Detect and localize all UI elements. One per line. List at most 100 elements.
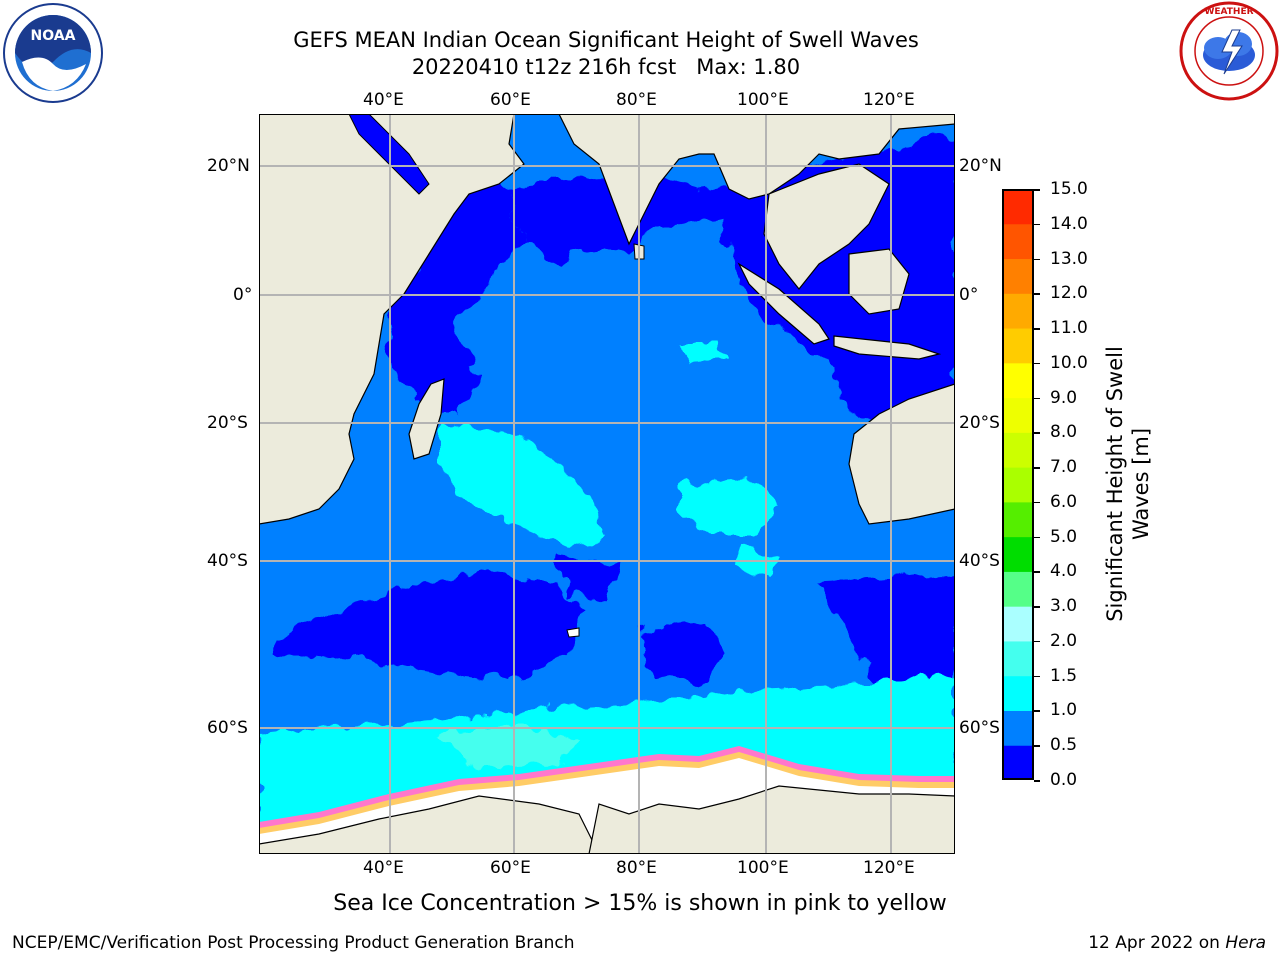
- colorbar-swatch-2: [1002, 675, 1034, 711]
- colorbar-frame: [1002, 189, 1034, 780]
- colorbar-swatch-13: [1002, 293, 1034, 329]
- svg-text:NOAA: NOAA: [31, 28, 76, 44]
- lon-tick-top-4: 120°E: [863, 90, 915, 110]
- java: [833, 335, 942, 360]
- colorbar-tick-mark: [1034, 501, 1040, 504]
- australia: [848, 383, 955, 525]
- colorbar-tick-mark: [1034, 397, 1040, 400]
- colorbar-tick-mark: [1034, 467, 1040, 469]
- colorbar-tick-mark: [1034, 189, 1040, 191]
- lat-tick-left-0: 20°N: [207, 156, 250, 176]
- colorbar-tick-mark: [1034, 780, 1040, 782]
- lon-tick-top-3: 100°E: [737, 90, 789, 110]
- chart-subtitle: 20220410 t12z 216h fcst Max: 1.80: [411, 55, 801, 79]
- colorbar-swatch-11: [1002, 362, 1034, 399]
- lat-tick-right-0: 20°N: [959, 156, 1002, 176]
- lon-tick-bottom-0: 40°E: [363, 858, 404, 878]
- colorbar-tick-mark: [1034, 640, 1040, 643]
- lat-tick-right-3: 40°S: [959, 551, 1000, 571]
- colorbar-tick-label: 4.0: [1050, 561, 1078, 582]
- lon-tick-top-2: 80°E: [616, 90, 657, 110]
- nws-logo: WEATHER: [1178, 0, 1280, 102]
- lat-tick-right-4: 60°S: [959, 718, 1000, 738]
- footer-date-text: 12 Apr 2022 on: [1088, 933, 1226, 953]
- kerguelen: [566, 627, 580, 638]
- lat-tick-left-2: 20°S: [207, 413, 248, 433]
- map-canvas: [258, 113, 956, 855]
- map-panel: [258, 113, 956, 855]
- indochina: [763, 163, 890, 290]
- colorbar-tick-mark: [1034, 293, 1040, 295]
- colorbar-tick-mark: [1034, 432, 1040, 434]
- colorbar-tick-mark: [1034, 223, 1040, 226]
- colorbar-swatch-10: [1002, 397, 1034, 433]
- colorbar-tick-mark: [1034, 745, 1040, 747]
- lon-tick-top-1: 60°E: [490, 90, 531, 110]
- lat-tick-right-1: 0°: [959, 285, 979, 305]
- lat-tick-left-1: 0°: [233, 285, 253, 305]
- colorbar-tick-label: 15.0: [1050, 179, 1088, 199]
- colorbar-swatch-15: [1002, 223, 1034, 260]
- lat-tick-left-4: 60°S: [207, 718, 248, 738]
- lat-tick-right-2: 20°S: [959, 413, 1000, 433]
- colorbar-tick-label: 1.5: [1050, 665, 1078, 686]
- colorbar-tick-label: 6.0: [1050, 491, 1078, 512]
- graticule: [259, 114, 955, 854]
- chart-title: GEFS MEAN Indian Ocean Significant Heigh…: [293, 28, 919, 52]
- lon-tick-bottom-3: 100°E: [737, 858, 789, 878]
- colorbar-swatch-7: [1002, 501, 1034, 538]
- svg-text:WEATHER: WEATHER: [1204, 7, 1253, 17]
- colorbar-tick-mark: [1034, 710, 1040, 712]
- colorbar-swatch-12: [1002, 328, 1034, 364]
- colorbar-tick-mark: [1034, 536, 1040, 539]
- noaa-logo: NOAA: [2, 2, 104, 104]
- colorbar-swatch-16: [1002, 189, 1034, 225]
- colorbar-swatch-14: [1002, 258, 1034, 294]
- lon-tick-bottom-1: 60°E: [490, 858, 531, 878]
- colorbar-labels: 0.0 0.5 1.0 1.5 2.0 3.0 4.0 5.0 6.0 7.0 8.0 9.0 10.0…: [1034, 179, 1100, 790]
- colorbar-tick-label: 0.5: [1050, 735, 1078, 756]
- colorbar-tick-label: 11.0: [1050, 318, 1088, 339]
- colorbar-swatch-0: [1002, 745, 1034, 781]
- colorbar-title-line2: Waves [m]: [1129, 427, 1153, 541]
- colorbar-tick-mark: [1034, 362, 1040, 365]
- colorbar-tick-label: 10.0: [1050, 352, 1088, 373]
- madagascar: [408, 378, 445, 460]
- colorbar-tick-label: 8.0: [1050, 422, 1078, 443]
- colorbar-tick-label: 9.0: [1050, 387, 1078, 408]
- lon-tick-bottom-4: 120°E: [863, 858, 915, 878]
- colorbar-swatches: [1002, 189, 1034, 781]
- colorbar-tick-label: 12.0: [1050, 283, 1088, 304]
- colorbar-swatch-3: [1002, 640, 1034, 677]
- colorbar-swatch-9: [1002, 432, 1034, 468]
- colorbar-tick-label: 7.0: [1050, 457, 1078, 478]
- colorbar-swatch-1: [1002, 710, 1034, 746]
- colorbar-tick-mark: [1034, 571, 1040, 573]
- colorbar-tick-label: 2.0: [1050, 630, 1078, 651]
- colorbar-tick-mark: [1034, 328, 1040, 330]
- colorbar-swatch-5: [1002, 571, 1034, 607]
- colorbar-tick-label: 0.0: [1050, 770, 1078, 790]
- colorbar-tick-mark: [1034, 606, 1040, 608]
- africa-arabia: [259, 114, 525, 525]
- india-asia: [558, 114, 955, 246]
- colorbar-tick-label: 13.0: [1050, 248, 1088, 269]
- footer-date: 12 Apr 2022 on Hera: [1088, 933, 1266, 953]
- footer-credit: NCEP/EMC/Verification Post Processing Pr…: [12, 933, 575, 953]
- lon-tick-bottom-2: 80°E: [616, 858, 657, 878]
- colorbar-swatch-8: [1002, 467, 1034, 503]
- lon-tick-top-0: 40°E: [363, 90, 404, 110]
- swell-high-regions: [439, 724, 579, 769]
- colorbar-tick-label: 14.0: [1050, 213, 1088, 234]
- colorbar-tick-label: 5.0: [1050, 526, 1078, 547]
- colorbar-swatch-4: [1002, 606, 1034, 642]
- antarctica-east: [588, 785, 955, 854]
- colorbar-title-line1: Significant Height of Swell: [1103, 346, 1127, 622]
- colorbar: [1002, 189, 1034, 781]
- footer-host: Hera: [1225, 933, 1266, 953]
- sea-ice-note: Sea Ice Concentration > 15% is shown in …: [333, 891, 947, 916]
- colorbar-tick-mark: [1034, 258, 1040, 261]
- colorbar-swatch-6: [1002, 536, 1034, 572]
- colorbar-tick-mark: [1034, 675, 1040, 678]
- lat-tick-left-3: 40°S: [207, 551, 248, 571]
